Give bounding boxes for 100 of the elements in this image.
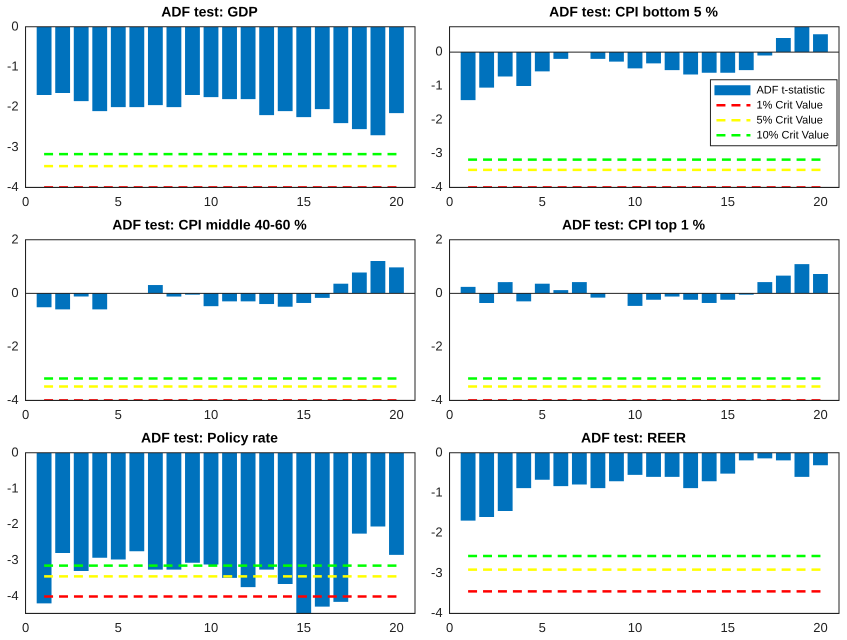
bar <box>55 293 70 310</box>
bar <box>204 293 218 306</box>
x-tick-label: 10 <box>628 620 642 635</box>
bar <box>683 52 698 74</box>
y-tick-label: -1 <box>430 78 443 93</box>
bar <box>720 52 736 73</box>
legend-label: 10% Crit Value <box>756 129 830 142</box>
bar <box>460 286 476 294</box>
bar <box>240 293 256 302</box>
bar <box>757 282 772 294</box>
x-tick-label: 10 <box>204 194 218 209</box>
bar <box>794 264 810 294</box>
x-tick-label: 10 <box>628 406 642 422</box>
bar <box>333 284 348 294</box>
x-tick-label: 0 <box>22 406 30 422</box>
x-tick-label: 10 <box>204 406 218 422</box>
y-tick-label: -2 <box>6 98 19 114</box>
bar <box>720 293 736 300</box>
y-tick-label: -2 <box>6 338 19 354</box>
bar <box>609 52 624 62</box>
x-tick-label: 20 <box>813 620 828 635</box>
bar <box>776 38 791 52</box>
bar <box>702 52 717 73</box>
x-tick-label: 20 <box>389 406 404 422</box>
bar <box>664 52 680 70</box>
y-tick-label: -4 <box>430 604 443 620</box>
x-tick-label: 15 <box>296 406 311 422</box>
y-tick-label: -3 <box>6 138 19 154</box>
x-tick-label: 0 <box>446 406 454 422</box>
bar <box>259 293 274 304</box>
bar <box>516 52 532 86</box>
x-tick-label: 5 <box>538 194 546 209</box>
y-tick-label: -4 <box>6 392 19 407</box>
bar <box>148 285 163 294</box>
y-tick-label: 0 <box>435 444 443 460</box>
x-tick-label: 10 <box>628 194 642 209</box>
y-tick-label: -4 <box>430 178 443 194</box>
x-tick-label: 5 <box>538 620 546 635</box>
x-tick-label: 10 <box>204 620 218 635</box>
chart-title: ADF test: CPI top 1 % <box>562 216 706 232</box>
y-tick-label: 2 <box>435 231 443 246</box>
bar <box>628 52 642 68</box>
x-tick-label: 5 <box>114 194 122 209</box>
chart-title: ADF test: Policy rate <box>141 429 278 446</box>
chart-title: ADF test: REER <box>580 429 686 446</box>
legend-label: 1% Crit Value <box>756 99 823 112</box>
x-tick-label: 20 <box>389 620 404 635</box>
bar <box>222 293 237 302</box>
y-tick-label: -1 <box>6 58 19 74</box>
bar <box>370 260 386 294</box>
bar <box>92 293 108 310</box>
bar <box>479 52 494 88</box>
bar <box>813 34 828 52</box>
x-tick-label: 0 <box>22 194 30 209</box>
bar <box>389 267 404 294</box>
legend-label: ADF t-statistic <box>756 84 826 96</box>
y-tick-label: -1 <box>6 480 19 496</box>
legend-label: 5% Crit Value <box>756 114 823 126</box>
bar <box>572 282 587 294</box>
bar <box>646 293 661 300</box>
x-tick-label: 15 <box>720 406 735 422</box>
y-tick-label: 2 <box>11 231 19 246</box>
x-tick-label: 5 <box>114 620 122 635</box>
bar <box>813 274 828 294</box>
bar <box>498 52 513 76</box>
bar <box>352 272 367 294</box>
bar <box>516 293 532 302</box>
y-tick-label: -3 <box>430 145 443 160</box>
x-tick-label: 20 <box>813 406 828 422</box>
y-tick-label: -2 <box>430 338 443 354</box>
x-tick-label: 0 <box>446 194 454 209</box>
y-tick-label: -1 <box>430 484 443 500</box>
bar <box>553 290 568 294</box>
x-tick-label: 15 <box>296 194 311 209</box>
x-tick-label: 5 <box>114 406 122 422</box>
bar <box>738 52 754 70</box>
y-tick-label: -3 <box>6 552 19 568</box>
x-tick-label: 5 <box>538 406 546 422</box>
bar <box>534 52 550 72</box>
y-tick-label: -3 <box>430 564 443 580</box>
y-tick-label: -2 <box>430 524 443 540</box>
bar <box>776 276 791 294</box>
y-tick-label: -2 <box>430 111 443 126</box>
x-tick-label: 20 <box>389 194 404 209</box>
x-tick-label: 0 <box>446 620 454 635</box>
x-tick-label: 15 <box>720 194 735 209</box>
y-tick-label: -4 <box>430 392 443 407</box>
bar <box>36 293 52 308</box>
y-tick-label: 0 <box>11 444 19 460</box>
y-tick-label: 0 <box>11 284 19 300</box>
y-tick-label: -2 <box>6 516 19 532</box>
y-tick-label: 0 <box>435 284 443 300</box>
bar <box>479 293 494 303</box>
x-tick-label: 15 <box>296 620 311 635</box>
bar <box>296 293 312 303</box>
bar <box>702 293 717 303</box>
bar <box>534 284 550 294</box>
bar <box>590 52 606 59</box>
y-tick-label: 0 <box>11 18 19 34</box>
bar <box>683 293 698 300</box>
